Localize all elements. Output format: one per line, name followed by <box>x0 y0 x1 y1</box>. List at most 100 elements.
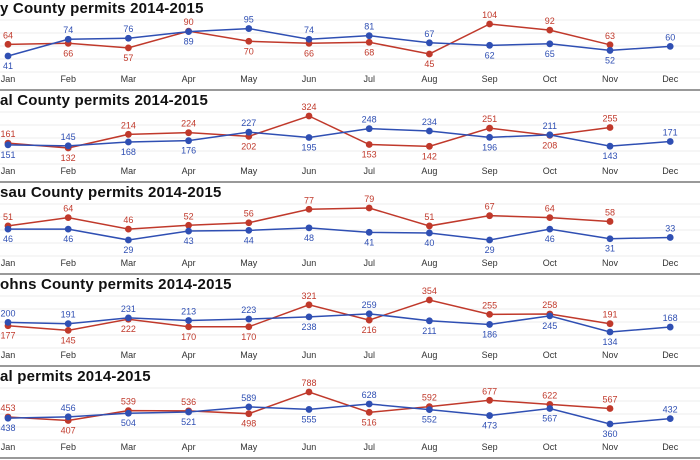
data-point <box>4 52 12 60</box>
data-label: 456 <box>61 403 76 413</box>
data-label: 29 <box>485 245 495 255</box>
data-label: 176 <box>181 146 196 156</box>
data-label: 68 <box>364 47 374 57</box>
data-label: 170 <box>241 332 256 342</box>
data-label: 177 <box>0 331 15 341</box>
data-label: 64 <box>63 204 73 214</box>
x-tick-label: Nov <box>602 350 619 360</box>
data-point <box>426 39 433 47</box>
data-point <box>64 327 72 334</box>
data-point <box>4 225 12 233</box>
data-label: 145 <box>61 132 76 142</box>
data-point <box>365 38 373 46</box>
data-label: 52 <box>184 211 194 221</box>
data-point <box>666 138 674 145</box>
data-point <box>365 32 373 40</box>
data-label: 227 <box>241 118 256 128</box>
x-tick-label: Dec <box>662 258 679 268</box>
data-label: 516 <box>362 417 377 427</box>
data-label: 44 <box>244 235 254 245</box>
data-label: 56 <box>244 209 254 219</box>
chart-panel-4: ohns County permits 2014-2015 177 145 222 17… <box>0 276 700 368</box>
data-label: 95 <box>244 15 254 25</box>
data-label: 255 <box>602 114 617 124</box>
data-label: 186 <box>482 329 497 339</box>
data-point <box>305 35 313 43</box>
data-point <box>365 310 373 318</box>
data-point <box>606 328 614 336</box>
data-label: 60 <box>665 32 675 42</box>
data-label: 63 <box>605 31 615 41</box>
data-point <box>64 214 72 221</box>
x-tick-label: Oct <box>543 258 558 268</box>
data-label: 151 <box>0 150 15 160</box>
data-label: 70 <box>244 46 254 56</box>
series-line-2 <box>7 127 671 147</box>
data-label: 92 <box>545 16 555 26</box>
data-label: 200 <box>0 308 15 318</box>
line-chart-svg: 161 132 214 224 202 324 153 142 251 208 255 151 145 1… <box>0 102 700 183</box>
x-tick-label: Mar <box>121 258 137 268</box>
data-point <box>666 234 674 241</box>
data-label: 142 <box>422 151 437 161</box>
data-point <box>546 405 554 412</box>
data-point <box>245 323 253 331</box>
x-tick-label: Oct <box>543 166 558 176</box>
series-line-2 <box>8 227 671 241</box>
data-label: 195 <box>301 143 316 153</box>
data-point <box>124 225 132 233</box>
data-point <box>4 40 12 48</box>
x-tick-label: Jun <box>302 166 317 176</box>
data-point <box>666 323 674 331</box>
data-label: 324 <box>301 102 316 112</box>
data-label: 213 <box>181 307 196 317</box>
data-point <box>365 400 373 408</box>
x-tick-label: Dec <box>662 442 679 452</box>
data-label: 41 <box>3 61 13 71</box>
data-point <box>64 35 72 43</box>
data-label: 196 <box>482 142 497 152</box>
data-label: 589 <box>241 393 256 403</box>
data-label: 46 <box>123 215 133 225</box>
data-label: 51 <box>424 212 434 222</box>
data-point <box>245 37 253 45</box>
x-tick-label: Sep <box>482 350 498 360</box>
data-label: 58 <box>605 207 615 217</box>
data-label: 76 <box>123 24 133 34</box>
data-point <box>606 218 614 225</box>
data-label: 788 <box>301 378 316 388</box>
data-point <box>606 235 614 243</box>
data-point <box>365 141 373 148</box>
x-tick-label: Aug <box>421 258 437 268</box>
data-point <box>185 317 193 324</box>
data-point <box>64 225 72 233</box>
chart-title: sau County permits 2014-2015 <box>0 184 222 201</box>
data-label: 255 <box>482 300 497 310</box>
x-tick-label: Jun <box>302 442 317 452</box>
x-tick-label: Mar <box>121 74 137 84</box>
chart-title: y County permits 2014-2015 <box>0 0 204 17</box>
data-label: 45 <box>424 59 434 69</box>
data-label: 354 <box>422 286 437 296</box>
data-point <box>666 42 674 50</box>
data-label: 216 <box>362 325 377 335</box>
chart-panel-2: al County permits 2014-2015 161 132 214 224 2… <box>0 92 700 184</box>
data-label: 438 <box>0 423 15 433</box>
chart-title: al permits 2014-2015 <box>0 368 151 385</box>
data-label: 407 <box>61 425 76 435</box>
data-point <box>426 50 433 58</box>
data-label: 191 <box>61 310 76 320</box>
data-point <box>185 323 193 331</box>
data-point <box>185 221 193 229</box>
x-tick-label: Aug <box>421 166 437 176</box>
x-tick-label: Feb <box>60 74 76 84</box>
data-label: 473 <box>482 421 497 431</box>
data-label: 66 <box>63 48 73 58</box>
chart-title: ohns County permits 2014-2015 <box>0 276 232 293</box>
data-label: 43 <box>184 236 194 246</box>
x-tick-label: Feb <box>60 166 76 176</box>
data-point <box>546 40 554 48</box>
data-point <box>486 212 493 220</box>
x-tick-label: Sep <box>482 74 498 84</box>
